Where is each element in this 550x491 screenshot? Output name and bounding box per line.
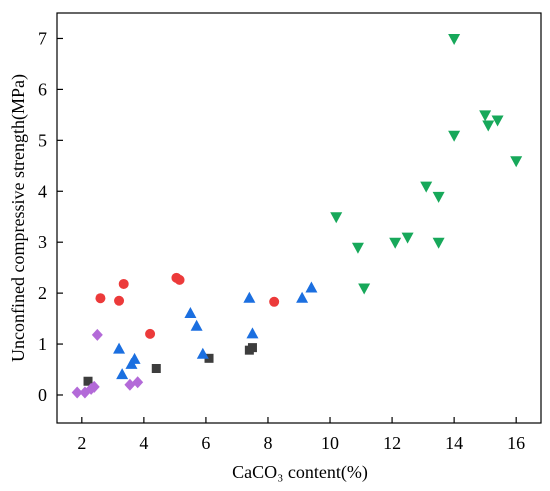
y-axis-label: Unconfined compressive strength(MPa) xyxy=(8,74,29,362)
diamond-marker xyxy=(88,380,100,393)
triangle-up-marker xyxy=(196,347,209,359)
triangle-down-marker xyxy=(491,115,504,127)
triangle-down-marker xyxy=(358,283,371,295)
triangle-up-marker xyxy=(128,352,141,364)
x-tick-label: 2 xyxy=(77,433,86,453)
data-points xyxy=(71,33,523,399)
square-marker xyxy=(151,364,161,374)
triangle-up-marker xyxy=(116,368,129,380)
x-axis-label: CaCO₃ content(%) xyxy=(232,462,368,483)
diamond-marker xyxy=(71,386,83,399)
square-marker xyxy=(247,343,257,353)
triangle-down-marker xyxy=(448,33,461,45)
y-tick-label: 5 xyxy=(38,130,47,150)
circle-marker xyxy=(114,295,125,306)
triangle-down-marker xyxy=(420,181,433,193)
x-tick-label: 14 xyxy=(445,433,463,453)
circle-marker xyxy=(95,293,106,304)
y-axis-ticks: 0 1 2 3 4 5 6 7 xyxy=(38,28,63,405)
triangle-down-marker xyxy=(401,232,414,244)
y-tick-label: 0 xyxy=(38,385,47,405)
y-tick-label: 3 xyxy=(38,232,47,252)
circle-marker xyxy=(174,274,185,285)
diamond-marker xyxy=(91,328,103,341)
triangle-down-marker xyxy=(482,120,495,132)
triangle-up-marker xyxy=(246,327,259,339)
circle-marker xyxy=(118,278,129,289)
circle-marker xyxy=(269,296,280,307)
triangle-down-marker xyxy=(479,110,492,122)
square-marker xyxy=(83,376,93,386)
triangle-up-marker xyxy=(190,319,203,331)
y-tick-label: 7 xyxy=(38,28,47,48)
diamond-marker xyxy=(132,376,144,389)
triangle-up-marker xyxy=(296,291,309,303)
square-marker xyxy=(204,353,214,363)
circle-marker xyxy=(145,328,156,339)
x-tick-label: 16 xyxy=(507,433,525,453)
triangle-down-marker xyxy=(448,130,461,142)
triangle-up-marker xyxy=(113,342,126,354)
x-tick-label: 10 xyxy=(321,433,339,453)
x-axis-ticks: 2 4 6 8 10 12 14 16 xyxy=(77,417,525,453)
triangle-up-marker xyxy=(184,306,197,318)
y-tick-label: 6 xyxy=(38,79,47,99)
triangle-up-marker xyxy=(243,291,256,303)
triangle-down-marker xyxy=(432,237,445,249)
triangle-down-marker xyxy=(510,156,523,168)
x-tick-label: 8 xyxy=(263,433,272,453)
y-tick-label: 2 xyxy=(38,283,47,303)
triangle-down-marker xyxy=(389,237,402,249)
triangle-down-marker xyxy=(432,191,445,203)
y-tick-label: 1 xyxy=(38,334,47,354)
y-tick-label: 4 xyxy=(38,181,47,201)
plot-frame xyxy=(56,12,542,424)
triangle-down-marker xyxy=(351,242,364,254)
x-tick-label: 6 xyxy=(201,433,210,453)
triangle-down-marker xyxy=(330,212,343,224)
x-tick-label: 12 xyxy=(383,433,401,453)
triangle-up-marker xyxy=(305,281,318,293)
x-tick-label: 4 xyxy=(139,433,148,453)
